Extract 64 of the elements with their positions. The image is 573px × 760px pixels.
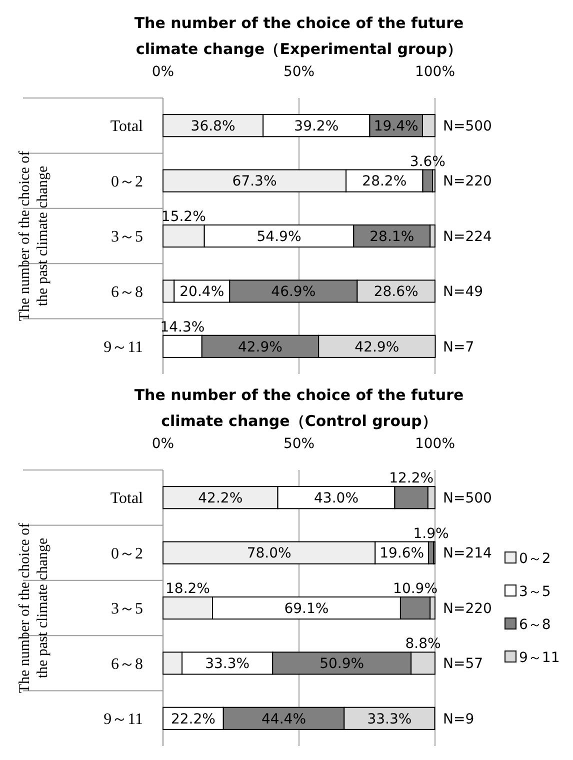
data-label: 14.3% xyxy=(160,319,205,336)
data-label: 28.6% xyxy=(374,284,418,300)
data-label: 19.4% xyxy=(374,118,418,134)
y-tick-label: Total xyxy=(110,118,144,136)
data-label: 39.2% xyxy=(294,118,339,134)
y-axis-title: The number of the choice of the past climate change xyxy=(17,150,51,322)
y-tick-label: 0～2 xyxy=(111,173,143,190)
data-label: 3.6% xyxy=(410,154,446,170)
y-tick-label: Total xyxy=(110,490,144,508)
legend-label: 9～11 xyxy=(519,650,560,666)
data-label: 50.9% xyxy=(320,656,364,672)
text: N=220 xyxy=(443,600,492,617)
chart-title: The number of the choice of the future climate change（Experimental group） xyxy=(134,14,464,58)
text: N=7 xyxy=(443,339,474,356)
y-tick-label: 9～11 xyxy=(104,711,143,728)
x-tick-label: 100% xyxy=(414,64,456,80)
x-tick-label: 100% xyxy=(414,436,456,452)
y-tick-label: 9～11 xyxy=(104,339,143,356)
text: N=220 xyxy=(443,174,492,190)
data-label: 54.9% xyxy=(256,228,302,245)
data-label: 36.8% xyxy=(190,118,236,134)
data-label: 19.6% xyxy=(380,546,424,562)
data-label: 69.1% xyxy=(284,600,329,617)
x-tick-label: 0% xyxy=(152,436,174,452)
text: N=224 xyxy=(443,228,492,245)
data-label: 67.3% xyxy=(232,174,277,190)
text: N=214 xyxy=(443,546,492,562)
data-label: 22.2% xyxy=(170,711,216,728)
text: N=57 xyxy=(443,656,484,672)
x-tick-label: 50% xyxy=(283,436,315,452)
y-tick-label: 6～8 xyxy=(111,284,143,301)
y-tick-label: 3～5 xyxy=(111,600,143,618)
data-label: 42.9% xyxy=(354,339,400,356)
data-label: 28.1% xyxy=(370,228,414,245)
data-label: 43.0% xyxy=(314,490,359,506)
text: N=49 xyxy=(443,284,484,300)
legend-label: 6～8 xyxy=(519,616,551,633)
data-label: 44.4% xyxy=(262,711,306,728)
data-label: 46.9% xyxy=(271,284,316,300)
y-tick-label: 6～8 xyxy=(111,656,143,673)
data-label: 15.2% xyxy=(161,208,206,225)
data-label: 42.9% xyxy=(238,339,282,356)
data-label: 8.8% xyxy=(405,636,441,652)
data-label: 78.0% xyxy=(246,546,292,562)
data-label: 33.3% xyxy=(367,711,412,728)
x-tick-label: 50% xyxy=(283,64,315,80)
y-tick-label: 0～2 xyxy=(111,545,143,562)
data-label: 20.4% xyxy=(180,284,224,300)
data-label: 18.2% xyxy=(166,580,210,597)
y-axis-title: The number of the choice of the past climate change xyxy=(17,522,51,694)
legend-label: 0～2 xyxy=(519,550,551,567)
y-tick-label: 3～5 xyxy=(111,228,143,246)
data-label: 42.2% xyxy=(198,490,243,506)
text: N=500 xyxy=(443,118,492,134)
text: N=500 xyxy=(443,490,492,506)
data-label: 10.9% xyxy=(393,580,438,597)
data-label: 1.9% xyxy=(413,526,449,542)
legend-label: 3～5 xyxy=(519,584,551,600)
text: N=9 xyxy=(443,711,474,728)
chart-title: The number of the choice of the future climate change（Control group） xyxy=(134,386,464,430)
data-label: 28.2% xyxy=(362,174,407,190)
x-tick-label: 0% xyxy=(152,64,174,80)
data-label: 33.3% xyxy=(205,656,250,672)
data-label: 12.2% xyxy=(389,470,434,487)
